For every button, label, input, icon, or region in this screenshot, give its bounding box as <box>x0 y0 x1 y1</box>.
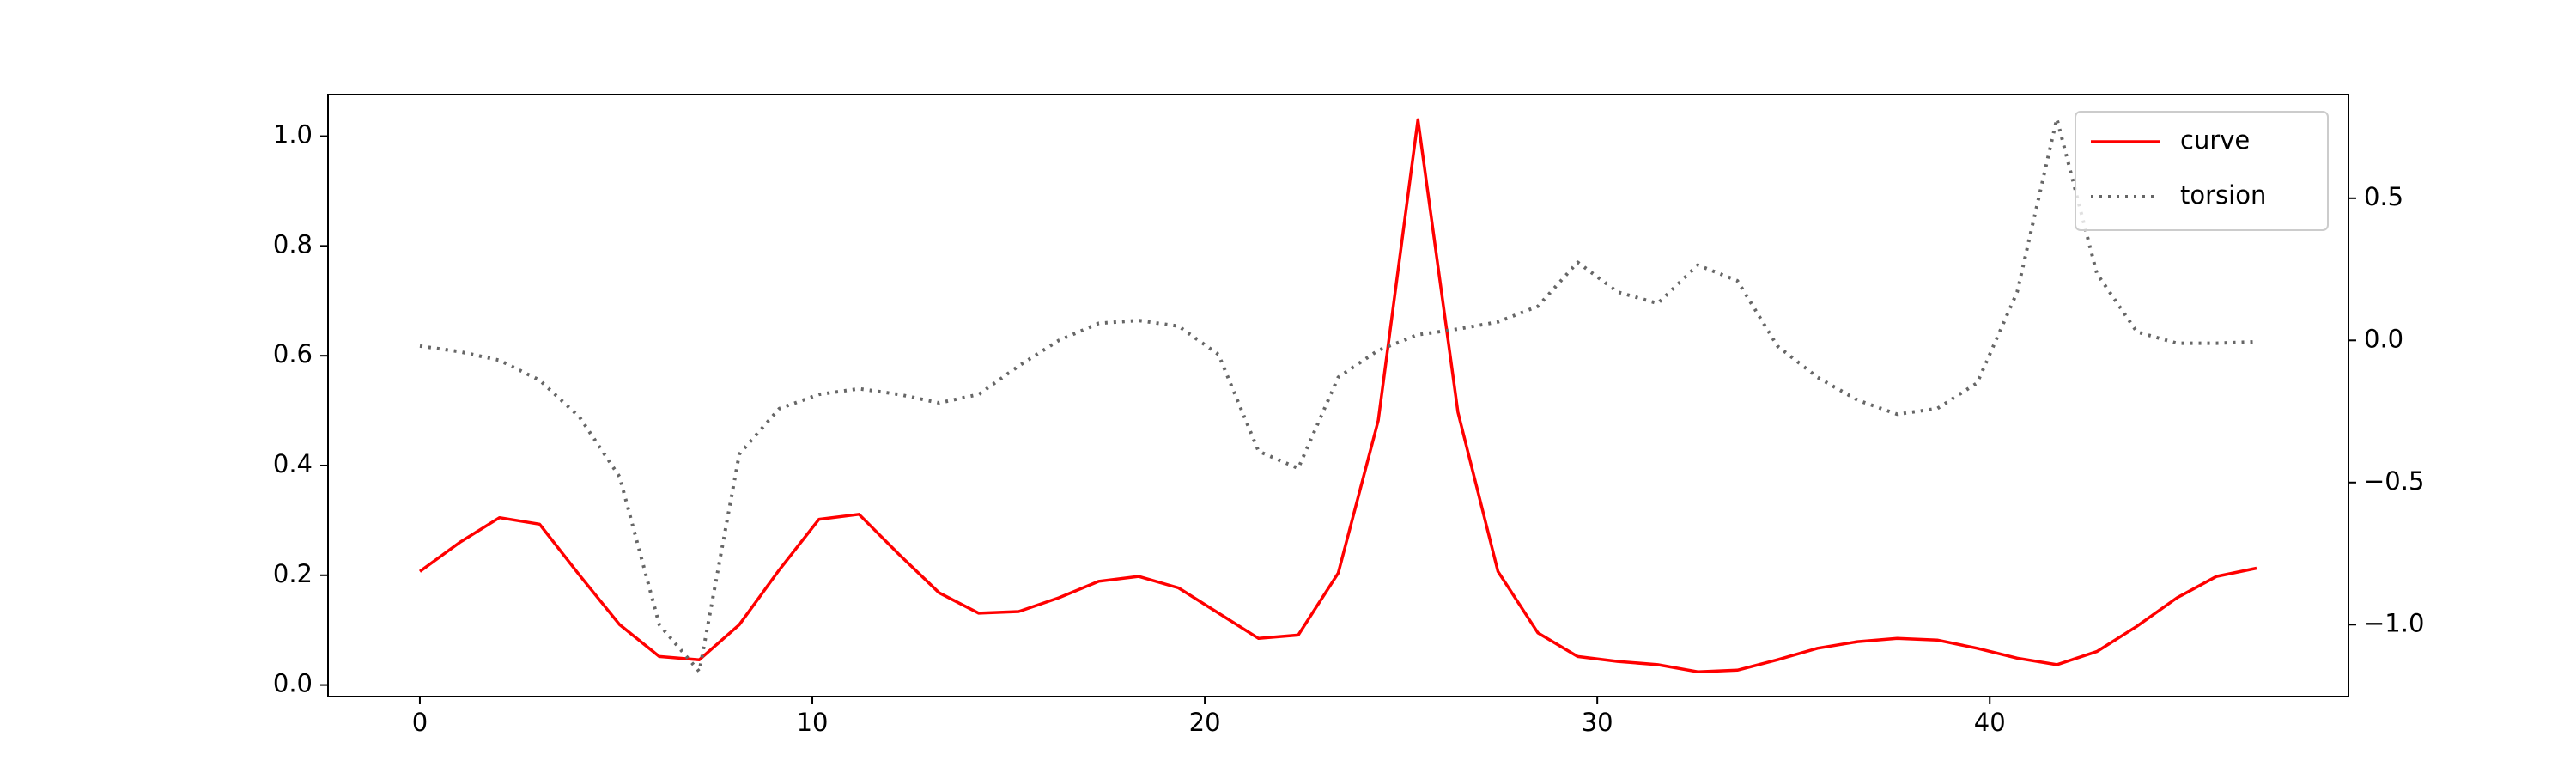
y-tick-label: 0.6 <box>273 339 313 368</box>
y-tick-label: 0.0 <box>273 669 313 698</box>
legend-label: torsion <box>2180 180 2266 210</box>
plot-frame <box>327 94 2349 697</box>
x-tick-label: 10 <box>797 708 829 737</box>
x-tick-label: 0 <box>412 708 428 737</box>
line-curve <box>418 118 2257 673</box>
x-tick-label: 20 <box>1189 708 1221 737</box>
y2-tick-label: −0.5 <box>2364 466 2424 496</box>
y-tick-label: 0.4 <box>273 449 313 478</box>
y2-tick-label: 0.5 <box>2364 182 2403 211</box>
legend-label: curve <box>2180 125 2250 155</box>
legend: curve torsion <box>2075 111 2329 231</box>
y-tick-label: 0.8 <box>273 229 313 259</box>
y2-tick-label: 0.0 <box>2364 324 2403 353</box>
line-torsion <box>419 117 2257 673</box>
y-tick-label: 0.2 <box>273 559 313 588</box>
y-tick-label: 1.0 <box>273 120 313 149</box>
x-tick-label: 30 <box>1582 708 1613 737</box>
y2-tick-label: −1.0 <box>2364 608 2424 637</box>
x-tick-label: 40 <box>1974 708 2006 737</box>
